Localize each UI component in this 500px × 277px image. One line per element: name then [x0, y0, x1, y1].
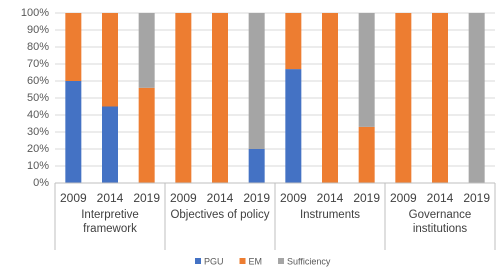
bar-segment [102, 13, 118, 107]
y-tick-label: 30% [27, 126, 49, 138]
legend-swatch [239, 258, 246, 264]
bar-segment [395, 13, 412, 183]
x-tick-label: 2019 [243, 191, 270, 205]
x-tick-label: 2019 [133, 191, 160, 205]
x-tick-label: 2019 [463, 191, 490, 205]
legend-swatch [195, 258, 201, 264]
y-tick-label: 0% [33, 177, 49, 189]
x-tick-label: 2014 [317, 191, 344, 205]
y-tick-label: 10% [27, 160, 49, 172]
x-tick-label: 2009 [390, 191, 417, 205]
bar-segment [285, 69, 302, 183]
y-tick-label: 100% [21, 7, 49, 19]
legend-label: Sufficiency [287, 256, 331, 266]
y-tick-label: 70% [27, 58, 49, 70]
y-tick-label: 60% [27, 75, 49, 87]
x-tick-label: 2009 [60, 191, 87, 205]
group-label: Objectives of policy [170, 209, 270, 221]
legend-label: PGU [204, 256, 224, 266]
group-label: Interpretive framework [81, 209, 139, 235]
x-tick-label: 2009 [170, 191, 197, 205]
bar-segment [65, 81, 82, 183]
bar-segment [175, 13, 192, 183]
x-tick-label: 2019 [353, 191, 380, 205]
bar-segment [285, 13, 302, 70]
x-tick-label: 2014 [207, 191, 234, 205]
bar-segment [248, 149, 265, 183]
bar-segment [358, 126, 375, 183]
group-label: Instruments [299, 209, 361, 221]
legend-label: EM [249, 256, 263, 266]
bar-segment [65, 13, 82, 81]
y-tick-label: 20% [27, 143, 49, 155]
x-tick-label: 2014 [427, 191, 454, 205]
y-tick-label: 50% [27, 92, 49, 104]
bar-segment [468, 13, 485, 183]
bar-segment [358, 13, 375, 127]
bar-segment [138, 87, 155, 183]
y-tick-label: 90% [27, 24, 49, 36]
bar-segment [248, 13, 265, 149]
y-tick-label: 80% [27, 41, 49, 53]
y-tick-label: 40% [27, 109, 49, 121]
bar-segment [102, 106, 118, 183]
x-tick-label: 2014 [97, 191, 124, 205]
bar-segment [322, 13, 338, 183]
bar-segment [138, 13, 155, 88]
x-tick-label: 2009 [280, 191, 307, 205]
legend-swatch [278, 258, 285, 264]
bar-segment [432, 13, 448, 183]
group-label: Governance institutions [408, 209, 472, 235]
bar-segment [212, 13, 228, 183]
